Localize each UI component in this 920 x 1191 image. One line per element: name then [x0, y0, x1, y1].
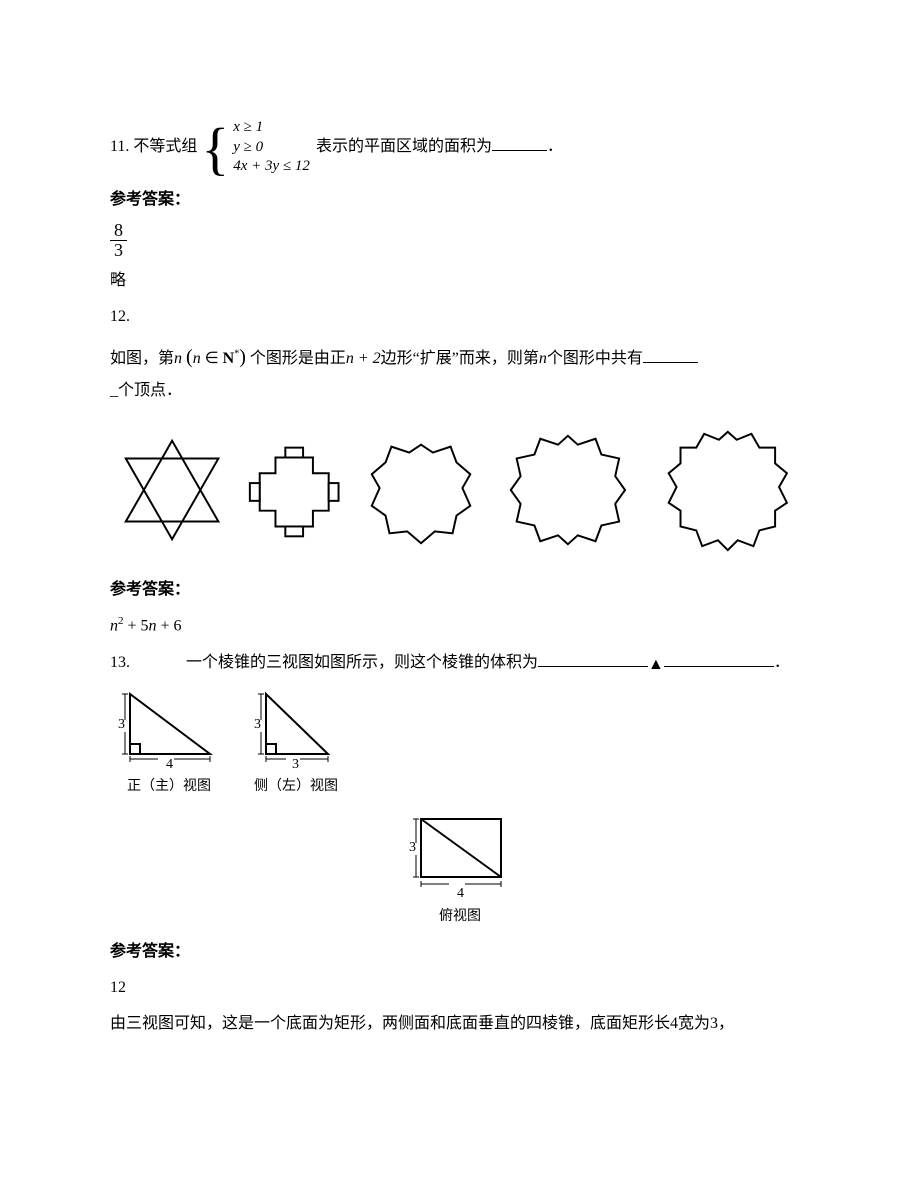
q12-stem: 如图，第n (n ∈ N*) 个图形是由正n + 2边形“扩展”而来，则第n个图…: [110, 338, 810, 406]
q12-cond-N: N: [223, 350, 235, 367]
shape-n2: [240, 435, 348, 545]
page-root: 11. 不等式组 { x ≥ 1 y ≥ 0 4x + 3y ≤ 12 表示的平…: [0, 0, 920, 1191]
q11-label: 11. 不等式组: [110, 138, 197, 155]
q11-answer-heading: 参考答案：: [110, 185, 810, 215]
q12-text-b2: 边形“扩展”而来，则第: [381, 350, 539, 367]
front-view-svg: 3 4: [110, 684, 228, 772]
q11-answer-extra: 略: [110, 266, 810, 296]
shape-n5: [647, 415, 810, 565]
front-view: 3 4 正（主）视图: [110, 684, 228, 801]
top-h-label: 3: [409, 840, 416, 855]
q12-line-c: _个顶点．: [110, 382, 182, 399]
q13-explanation: 由三视图可知，这是一个底面为矩形，两侧面和底面垂直的四棱锥，底面矩形长4宽为3，: [110, 1009, 810, 1039]
side-h-label: 3: [254, 717, 261, 732]
triangle-icon: ▲: [648, 650, 664, 680]
q13-answer-value: 12: [110, 973, 810, 1003]
side-view-caption: 侧（左）视图: [254, 774, 338, 801]
side-w-label: 3: [292, 757, 299, 772]
q13-answer-heading: 参考答案：: [110, 937, 810, 967]
q11-sys-line3: 4x + 3y ≤ 12: [233, 157, 310, 177]
q12-cond-n: n: [193, 350, 201, 367]
q13-period: ．: [774, 654, 790, 671]
frac-num: 8: [110, 221, 127, 240]
side-view-svg: 3 3: [246, 684, 346, 772]
front-h-label: 3: [118, 717, 125, 732]
q12-cond-open: (: [186, 346, 193, 368]
q12-cond-close: ): [239, 346, 246, 368]
shape-n1: [110, 430, 234, 550]
q11-system: { x ≥ 1 y ≥ 0 4x + 3y ≤ 12: [201, 116, 312, 179]
side-view: 3 3 侧（左）视图: [246, 684, 346, 801]
q13-blank-left: [538, 650, 648, 667]
q12-label: 12.: [110, 302, 810, 332]
q12-nplus2: n + 2: [346, 350, 381, 367]
q11-stem: 11. 不等式组 { x ≥ 1 y ≥ 0 4x + 3y ≤ 12 表示的平…: [110, 116, 810, 179]
q11-answer: 8 3: [110, 221, 810, 260]
q12-text-a: 如图，第: [110, 350, 174, 367]
top-view-svg: 3 4: [401, 807, 519, 902]
q11-answer-fraction: 8 3: [110, 221, 127, 260]
q13-label: 13.: [110, 654, 130, 671]
brace-icon: {: [201, 118, 229, 181]
frac-den: 3: [110, 240, 127, 260]
q13-views-row2: 3 4 俯视图: [110, 807, 810, 931]
q12-n-1: n: [174, 350, 182, 367]
shape-n4: [494, 420, 642, 560]
top-view-caption: 俯视图: [439, 904, 481, 931]
q11-sys-line2: y ≥ 0: [233, 138, 310, 158]
q11-blank: [492, 134, 547, 151]
top-view: 3 4 俯视图: [110, 807, 810, 931]
q12-answer-heading: 参考答案：: [110, 575, 810, 605]
q11-sys-line1: x ≥ 1: [233, 118, 310, 138]
q12-figure: [110, 415, 810, 565]
q11-after: 表示的平面区域的面积为: [316, 138, 492, 155]
q12-text-b3: 个图形中共有: [547, 350, 643, 367]
q11-period: ．: [547, 138, 563, 155]
q12-blank: [643, 346, 698, 363]
q12-text-b1: 个图形是由正: [250, 350, 346, 367]
q12-cond-in: ∈: [201, 350, 223, 367]
q13-text-a: 一个棱锥的三视图如图所示，则这个棱锥的体积为: [186, 654, 538, 671]
shape-n3: [355, 425, 488, 555]
front-w-label: 4: [166, 757, 173, 772]
q11-system-lines: x ≥ 1 y ≥ 0 4x + 3y ≤ 12: [229, 116, 312, 179]
q12-n-2: n: [539, 350, 547, 367]
top-w-label: 4: [457, 886, 464, 901]
front-view-caption: 正（主）视图: [127, 774, 211, 801]
q13-blank-right: [664, 650, 774, 667]
q13-views-row1: 3 4 正（主）视图 3 3: [110, 684, 810, 801]
q12-answer: n2 + 5n + 6: [110, 611, 810, 642]
q13-stem: 13. 一个棱锥的三视图如图所示，则这个棱锥的体积为 ▲ ．: [110, 648, 810, 678]
